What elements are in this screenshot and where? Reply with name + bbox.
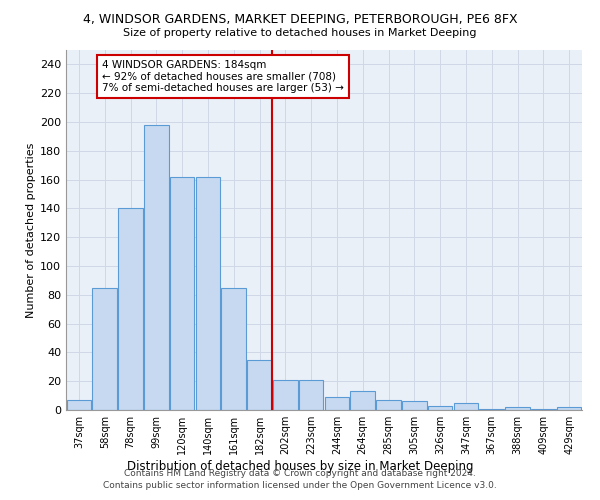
Bar [118, 208, 143, 410]
Text: 4 WINDSOR GARDENS: 184sqm
← 92% of detached houses are smaller (708)
7% of semi-: 4 WINDSOR GARDENS: 184sqm ← 92% of detac… [102, 60, 344, 94]
Bar [325, 397, 349, 410]
Bar [428, 406, 452, 410]
Bar [376, 400, 401, 410]
Bar [505, 407, 530, 410]
Bar [92, 288, 117, 410]
Bar [531, 408, 556, 410]
Bar [144, 125, 169, 410]
Text: Size of property relative to detached houses in Market Deeping: Size of property relative to detached ho… [123, 28, 477, 38]
Bar [196, 176, 220, 410]
Bar [557, 407, 581, 410]
Bar [67, 400, 91, 410]
Bar [299, 380, 323, 410]
Y-axis label: Number of detached properties: Number of detached properties [26, 142, 36, 318]
Bar [454, 403, 478, 410]
Bar [479, 408, 504, 410]
Bar [247, 360, 272, 410]
Bar [170, 176, 194, 410]
Text: Distribution of detached houses by size in Market Deeping: Distribution of detached houses by size … [127, 460, 473, 473]
Bar [402, 402, 427, 410]
Bar [273, 380, 298, 410]
Bar [221, 288, 246, 410]
Text: 4, WINDSOR GARDENS, MARKET DEEPING, PETERBOROUGH, PE6 8FX: 4, WINDSOR GARDENS, MARKET DEEPING, PETE… [83, 12, 517, 26]
Bar [350, 392, 375, 410]
Text: Contains HM Land Registry data © Crown copyright and database right 2024.
Contai: Contains HM Land Registry data © Crown c… [103, 468, 497, 490]
